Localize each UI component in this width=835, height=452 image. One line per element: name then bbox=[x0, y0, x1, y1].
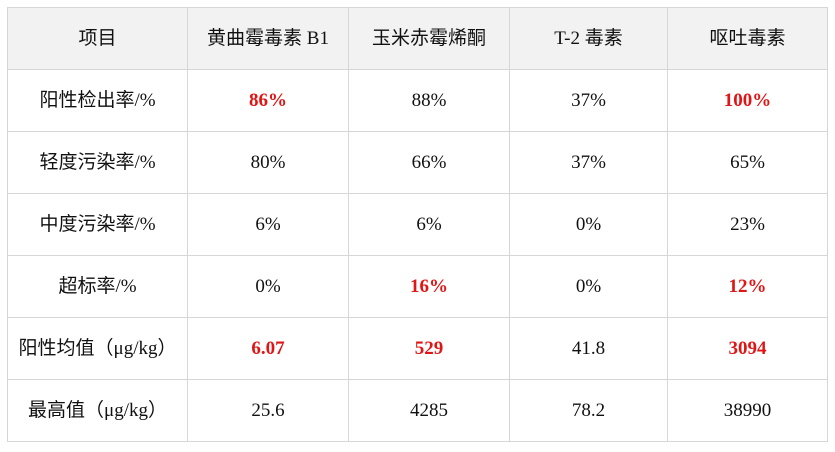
table-cell: 38990 bbox=[667, 379, 828, 442]
table-cell: 80% bbox=[187, 131, 349, 194]
table-row: 阳性均值（μg/kg） 6.07 529 41.8 3094 bbox=[7, 317, 828, 380]
row-label: 超标率/% bbox=[7, 255, 188, 318]
header-cell-zearalenone: 玉米赤霉烯酮 bbox=[348, 7, 510, 70]
table-cell: 37% bbox=[509, 69, 668, 132]
table-cell: 3094 bbox=[667, 317, 828, 380]
header-cell-aflatoxin-b1: 黄曲霉毒素 B1 bbox=[187, 7, 349, 70]
table-container: 项目 黄曲霉毒素 B1 玉米赤霉烯酮 T-2 毒素 呕吐毒素 阳性检出率/% 8… bbox=[7, 7, 828, 442]
table-cell: 6.07 bbox=[187, 317, 349, 380]
table-header-row: 项目 黄曲霉毒素 B1 玉米赤霉烯酮 T-2 毒素 呕吐毒素 bbox=[7, 7, 828, 70]
table-cell: 0% bbox=[187, 255, 349, 318]
row-label: 最高值（μg/kg） bbox=[7, 379, 188, 442]
table-row: 超标率/% 0% 16% 0% 12% bbox=[7, 255, 828, 318]
header-cell-t2-toxin: T-2 毒素 bbox=[509, 7, 668, 70]
table-cell: 86% bbox=[187, 69, 349, 132]
table-cell: 66% bbox=[348, 131, 510, 194]
table-cell: 88% bbox=[348, 69, 510, 132]
table-cell: 41.8 bbox=[509, 317, 668, 380]
table-cell: 25.6 bbox=[187, 379, 349, 442]
table-cell: 65% bbox=[667, 131, 828, 194]
table-row: 阳性检出率/% 86% 88% 37% 100% bbox=[7, 69, 828, 132]
table-cell: 0% bbox=[509, 255, 668, 318]
table-cell: 0% bbox=[509, 193, 668, 256]
table-cell: 6% bbox=[348, 193, 510, 256]
table-cell: 37% bbox=[509, 131, 668, 194]
table-cell: 6% bbox=[187, 193, 349, 256]
table-row: 轻度污染率/% 80% 66% 37% 65% bbox=[7, 131, 828, 194]
table-cell: 23% bbox=[667, 193, 828, 256]
header-cell-vomitoxin: 呕吐毒素 bbox=[667, 7, 828, 70]
table-cell: 529 bbox=[348, 317, 510, 380]
row-label: 阳性检出率/% bbox=[7, 69, 188, 132]
table-row: 最高值（μg/kg） 25.6 4285 78.2 38990 bbox=[7, 379, 828, 442]
table-cell: 100% bbox=[667, 69, 828, 132]
header-cell-item: 项目 bbox=[7, 7, 188, 70]
mycotoxin-table: 项目 黄曲霉毒素 B1 玉米赤霉烯酮 T-2 毒素 呕吐毒素 阳性检出率/% 8… bbox=[7, 7, 828, 442]
row-label: 阳性均值（μg/kg） bbox=[7, 317, 188, 380]
table-cell: 16% bbox=[348, 255, 510, 318]
table-cell: 12% bbox=[667, 255, 828, 318]
table-row: 中度污染率/% 6% 6% 0% 23% bbox=[7, 193, 828, 256]
table-cell: 4285 bbox=[348, 379, 510, 442]
table-cell: 78.2 bbox=[509, 379, 668, 442]
row-label: 中度污染率/% bbox=[7, 193, 188, 256]
row-label: 轻度污染率/% bbox=[7, 131, 188, 194]
